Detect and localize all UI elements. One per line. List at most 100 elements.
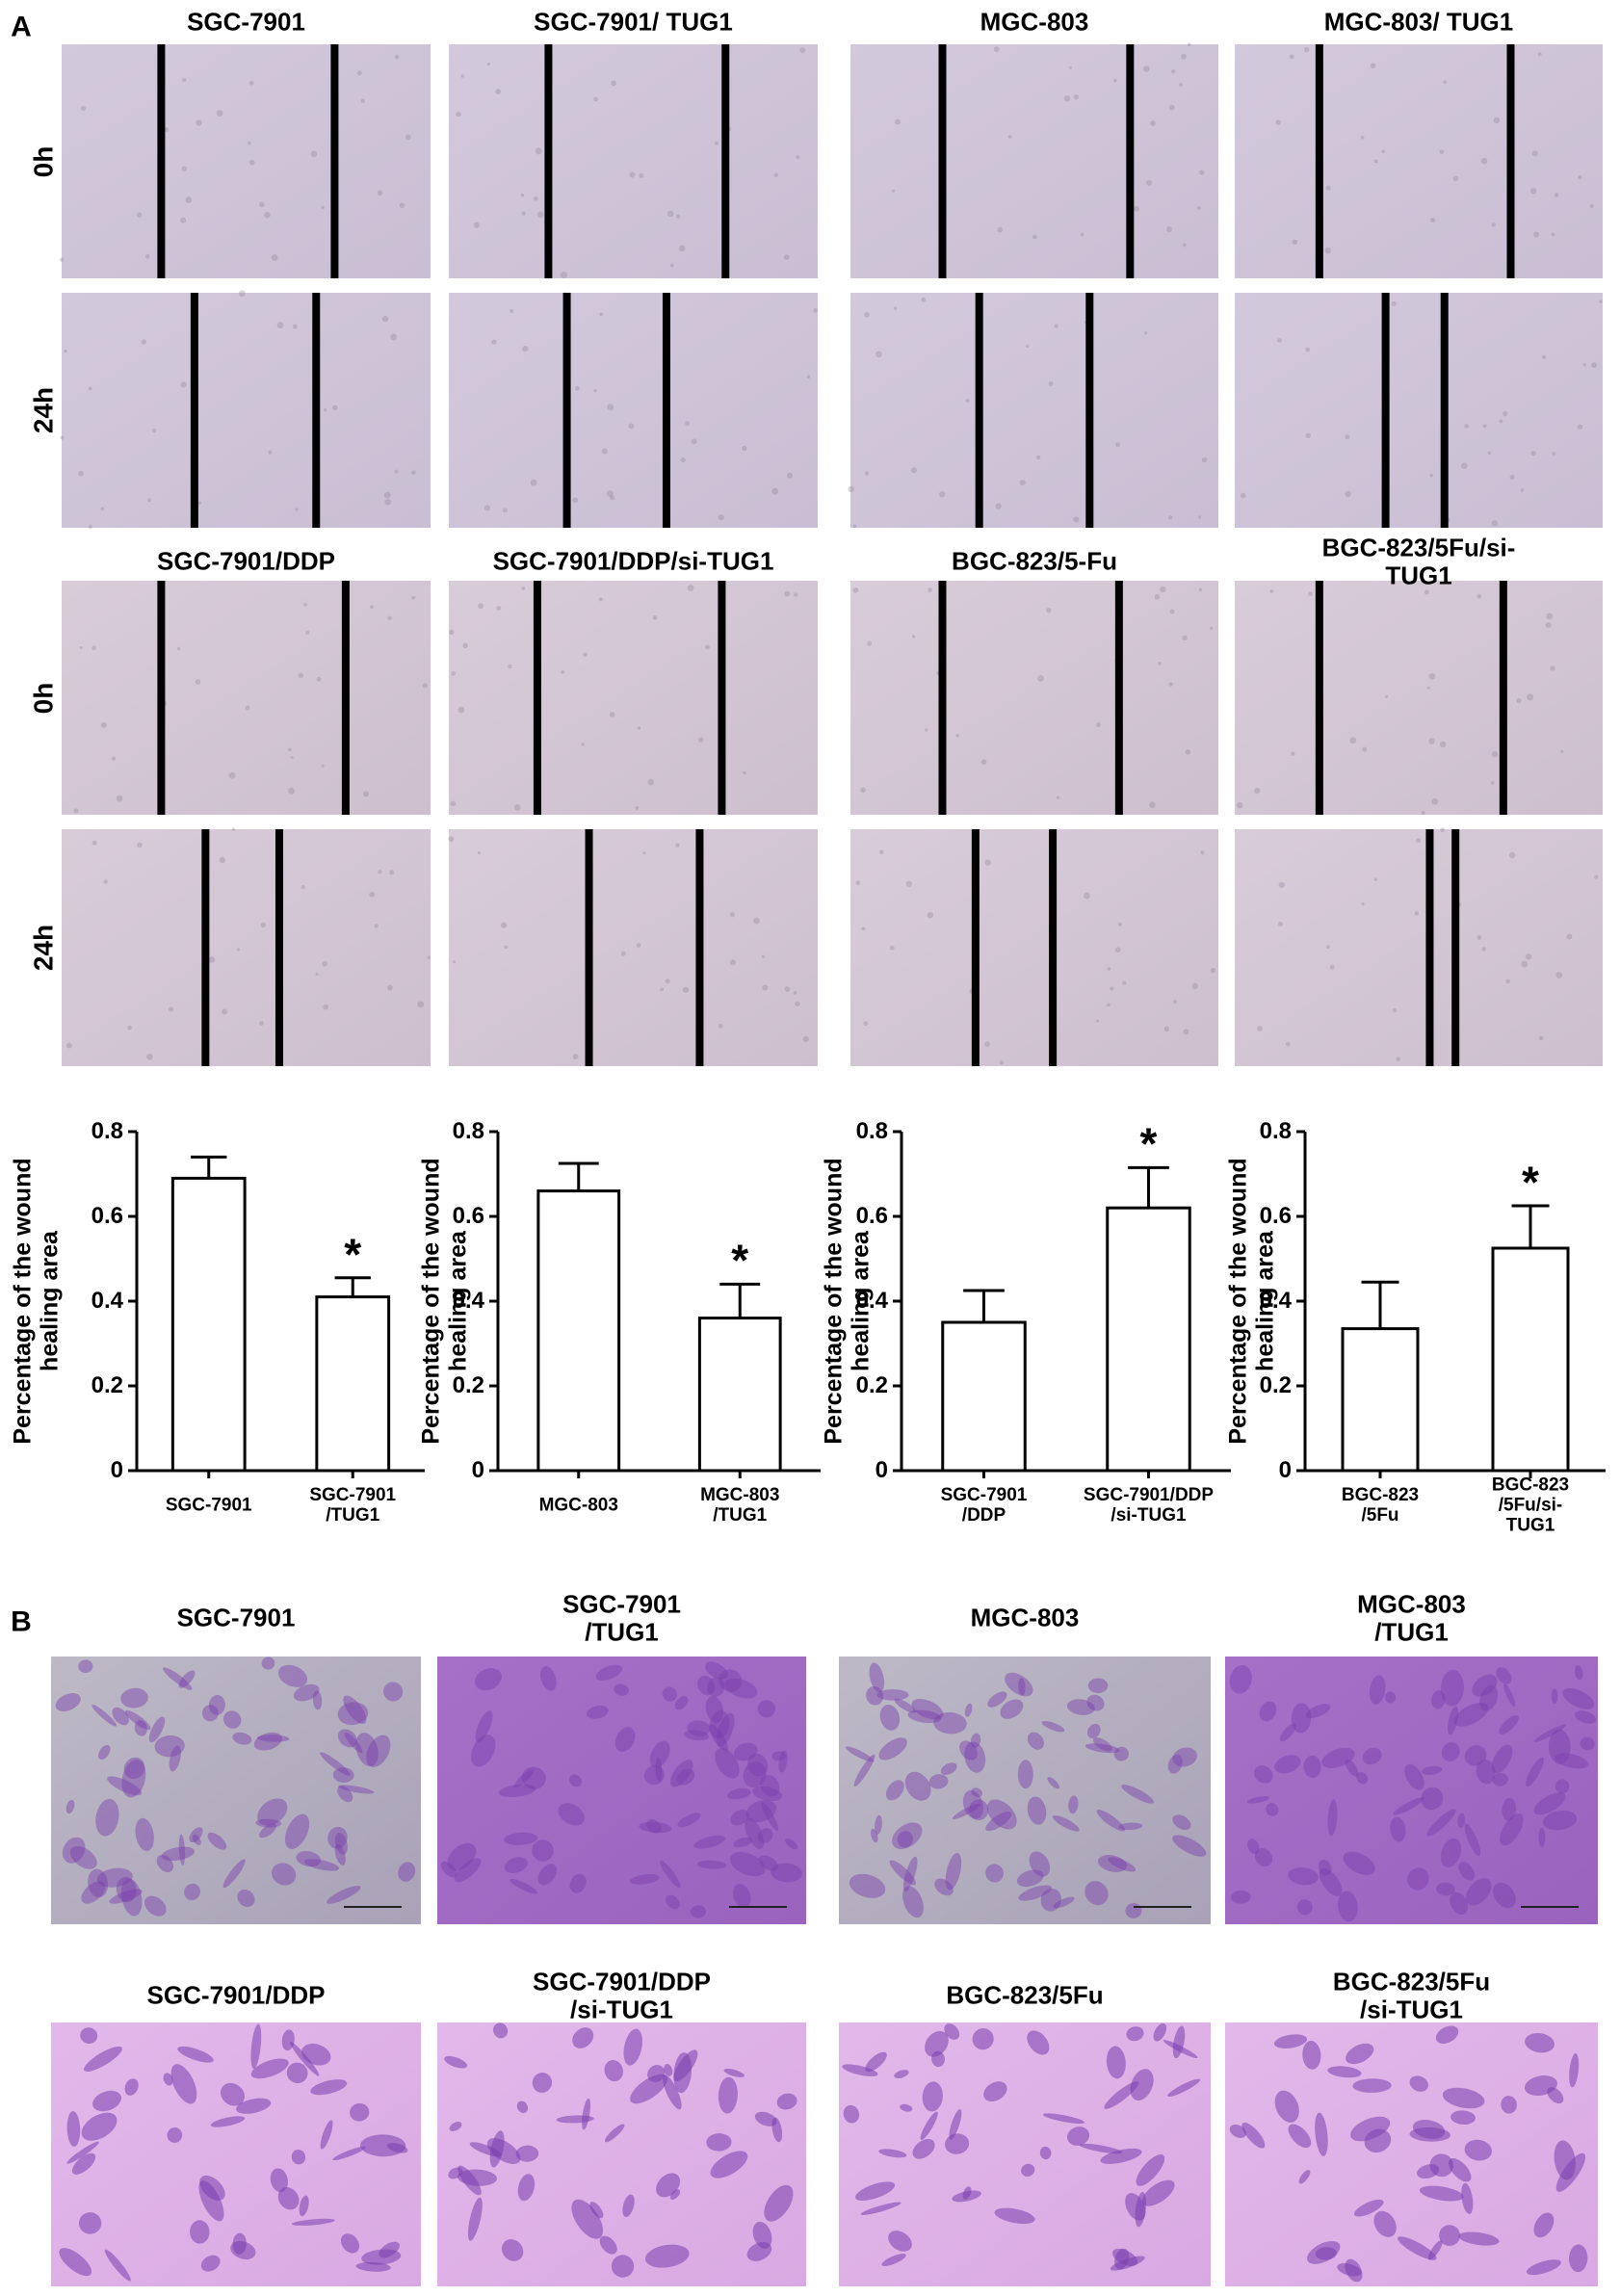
cell-speck (1525, 953, 1532, 960)
cell-speck (718, 1024, 723, 1029)
cell (232, 2232, 247, 2255)
cell-speck (1168, 104, 1175, 111)
cell-speck (1370, 63, 1376, 68)
cell (757, 1828, 773, 1843)
wound-edge (157, 44, 166, 278)
cell-speck (601, 448, 608, 455)
cell (745, 1799, 777, 1823)
cell (761, 1802, 779, 1832)
image-title: SGC-7901 /TUG1 (562, 1589, 681, 1646)
cell (757, 1700, 775, 1718)
micrograph (62, 293, 431, 528)
cell-speck (1443, 80, 1448, 85)
cell-speck (1080, 232, 1084, 237)
cell (1040, 1888, 1062, 1912)
cell-speck (729, 912, 735, 918)
cell (338, 1785, 375, 1794)
cell (986, 1799, 1017, 1830)
cell-speck (1414, 911, 1420, 916)
cell (1458, 1862, 1476, 1881)
cell (1398, 2236, 1437, 2260)
cell-speck (389, 870, 395, 875)
cell (1327, 2066, 1362, 2078)
wound-edge (1049, 829, 1058, 1066)
cell (994, 2207, 1035, 2225)
cell-speck (305, 630, 310, 635)
micrograph (1235, 44, 1603, 278)
cell-speck (1188, 42, 1191, 47)
bar (536, 1189, 621, 1473)
cell-speck (288, 787, 295, 795)
cell (1441, 1742, 1460, 1761)
cell (261, 1657, 275, 1670)
cell (1524, 2075, 1557, 2097)
cell (144, 1895, 167, 1917)
cell-speck (1308, 591, 1313, 596)
cell-speck (1329, 964, 1335, 970)
cell (296, 1850, 322, 1867)
cell-speck (316, 676, 322, 682)
cell-speck (1254, 787, 1261, 795)
cell (440, 1861, 457, 1878)
cell-speck (860, 787, 866, 794)
cell (539, 1666, 557, 1691)
cell (250, 2023, 262, 2070)
cell (1390, 1816, 1406, 1842)
wound-edge (721, 44, 730, 278)
cell-speck (127, 1025, 132, 1031)
cell (156, 1854, 174, 1872)
cell (693, 1835, 725, 1849)
cell (169, 1745, 181, 1772)
cell-speck (65, 1042, 72, 1049)
micrograph (850, 293, 1218, 528)
cell (589, 2202, 604, 2219)
cell-speck (628, 423, 635, 430)
cell (1153, 2022, 1167, 2042)
cell (232, 1732, 252, 1745)
cell (355, 2261, 391, 2272)
cell (614, 1727, 636, 1752)
cell (190, 2220, 210, 2244)
cell (178, 1670, 196, 1688)
y-tick-label: 0 (471, 1456, 484, 1483)
cell-speck (288, 747, 292, 752)
cell (1458, 2231, 1500, 2246)
cell-speck (1199, 170, 1205, 175)
cell-speck (100, 721, 107, 728)
cell (1018, 1678, 1026, 1696)
cell (1021, 2163, 1035, 2177)
cell (121, 1760, 146, 1798)
cell-speck (383, 491, 391, 499)
cell (109, 1889, 143, 1904)
cell-speck (1491, 750, 1499, 758)
cell-speck (1416, 838, 1422, 844)
cell (944, 2023, 960, 2040)
cell-speck (806, 375, 811, 378)
cell-speck (1491, 520, 1498, 527)
cell-speck (1026, 344, 1030, 348)
cell (1431, 1690, 1446, 1709)
cell (1041, 1720, 1065, 1733)
cell (80, 2027, 98, 2044)
cell (1042, 2113, 1085, 2125)
cell (1052, 1814, 1080, 1832)
cell-speck (495, 89, 502, 94)
cell (876, 1689, 909, 1701)
cell-speck (1551, 232, 1555, 237)
cell-speck (1325, 945, 1330, 950)
cell (1066, 1699, 1095, 1715)
cell-speck (1165, 226, 1172, 233)
cell (124, 1709, 151, 1731)
cell-speck (743, 770, 746, 774)
cell (1113, 1746, 1129, 1761)
cell (334, 1832, 348, 1855)
cell-speck (137, 842, 143, 848)
y-tick-label: 0.2 (91, 1371, 123, 1398)
cell-speck (1068, 65, 1072, 69)
cell (199, 2175, 225, 2201)
cell (1479, 1684, 1499, 1711)
cell (515, 2145, 539, 2162)
image-title: SGC-7901/DDP (146, 1980, 326, 2010)
cell (303, 1859, 340, 1871)
cell-speck (386, 984, 393, 991)
